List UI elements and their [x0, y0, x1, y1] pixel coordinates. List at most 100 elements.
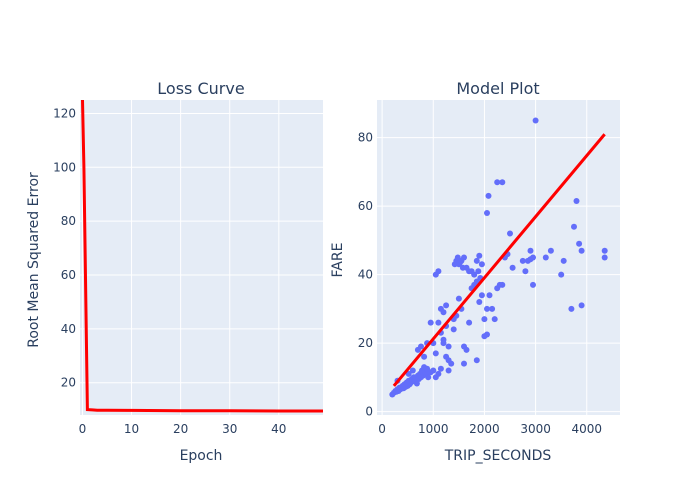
model-data-point — [532, 117, 539, 124]
model-data-point — [578, 302, 585, 309]
model-data-point — [484, 331, 490, 338]
model-y-tick-label: 0 — [365, 405, 373, 419]
loss-grid — [80, 100, 323, 415]
model-data-point — [485, 192, 492, 199]
model-data-point — [576, 240, 583, 247]
model-scatter-points — [389, 117, 608, 398]
model-data-point — [522, 268, 529, 275]
loss-y-tick-label: 100 — [53, 160, 76, 174]
model-data-point — [494, 179, 501, 186]
model-data-point — [437, 305, 444, 312]
loss-title: Loss Curve — [157, 79, 244, 98]
model-data-point — [430, 367, 437, 374]
model-data-point — [530, 254, 536, 261]
model-data-point — [473, 357, 480, 364]
model-data-point — [463, 346, 470, 353]
model-plot-background — [377, 100, 620, 415]
model-x-axis-title: TRIP_SECONDS — [444, 448, 552, 464]
model-data-point — [478, 292, 485, 299]
model-y-axis-title: FARE — [330, 243, 346, 278]
model-data-point — [435, 370, 442, 377]
model-data-point — [437, 365, 444, 372]
model-y-tick-label: 40 — [358, 268, 373, 282]
model-data-point — [461, 360, 467, 367]
model-data-point — [519, 257, 526, 264]
model-data-point — [455, 295, 462, 302]
loss-curve-subplot: 0 10 20 30 40 20 40 60 80 100 120 Loss Curve Epoc… — [26, 79, 323, 464]
model-x-tick-label: 3000 — [520, 422, 551, 436]
model-data-point — [507, 230, 513, 237]
model-data-point — [427, 319, 434, 326]
model-data-point — [601, 254, 608, 261]
loss-x-ticks: 0 10 20 30 40 — [79, 422, 287, 436]
model-data-point — [547, 247, 554, 254]
model-y-tick-label: 60 — [358, 199, 373, 213]
model-data-point — [445, 367, 452, 374]
model-fit-line — [392, 133, 606, 387]
model-data-point — [489, 305, 496, 312]
model-data-point — [481, 316, 488, 323]
model-data-point — [443, 353, 450, 360]
loss-series-line — [81, 99, 323, 413]
loss-plot-background — [80, 100, 323, 415]
loss-y-axis-title: Root Mean Squared Error — [26, 172, 42, 348]
model-data-point — [560, 257, 567, 264]
model-x-ticks: 0 1000 2000 3000 4000 — [378, 422, 602, 436]
loss-x-tick-label: 20 — [173, 422, 188, 436]
model-data-point — [542, 254, 549, 261]
model-data-point — [425, 374, 432, 381]
model-data-point — [476, 252, 483, 259]
model-data-point — [443, 302, 450, 309]
model-data-point — [476, 299, 483, 305]
model-data-point — [568, 305, 575, 312]
model-data-point — [435, 268, 442, 275]
loss-y-tick-label: 120 — [53, 106, 76, 120]
model-data-point — [571, 223, 577, 230]
model-data-point — [573, 198, 580, 204]
model-data-point — [461, 254, 467, 261]
model-data-point — [601, 247, 608, 254]
model-data-point — [491, 316, 498, 323]
loss-y-tick-label: 40 — [61, 322, 76, 336]
loss-x-tick-label: 10 — [124, 422, 139, 436]
model-data-point — [445, 343, 452, 350]
model-data-point — [440, 340, 447, 347]
model-data-point — [484, 210, 490, 216]
model-y-tick-label: 80 — [358, 131, 373, 145]
loss-y-ticks: 20 40 60 80 100 120 — [53, 106, 76, 389]
model-data-point — [421, 353, 428, 360]
model-data-point — [578, 247, 585, 254]
model-data-point — [558, 271, 565, 278]
model-data-point — [478, 261, 485, 268]
model-data-point — [509, 264, 516, 271]
model-data-point — [413, 380, 420, 387]
model-y-ticks: 0 20 40 60 80 — [358, 131, 373, 419]
model-data-point — [405, 370, 412, 377]
loss-y-tick-label: 20 — [61, 376, 76, 390]
model-data-point — [435, 319, 442, 326]
model-data-point — [499, 281, 506, 288]
model-data-point — [432, 350, 439, 357]
model-data-point — [530, 281, 536, 288]
loss-x-tick-label: 30 — [222, 422, 237, 436]
model-x-tick-label: 1000 — [418, 422, 449, 436]
loss-x-axis-title: Epoch — [180, 448, 223, 464]
model-plot-subplot: 0 1000 2000 3000 4000 0 20 40 60 80 Model Plot T… — [330, 79, 620, 464]
loss-y-tick-label: 60 — [61, 268, 76, 282]
model-data-point — [471, 271, 478, 278]
model-data-point — [475, 268, 482, 275]
model-data-point — [418, 343, 424, 350]
loss-x-tick-label: 40 — [271, 422, 286, 436]
model-data-point — [466, 319, 473, 326]
model-data-point — [473, 257, 480, 264]
model-x-tick-label: 0 — [378, 422, 386, 436]
model-data-point — [527, 247, 534, 254]
model-title: Model Plot — [456, 79, 539, 98]
model-grid — [377, 100, 620, 415]
model-data-point — [484, 305, 490, 312]
model-data-point — [499, 179, 506, 186]
model-y-tick-label: 20 — [358, 336, 373, 350]
model-x-tick-label: 2000 — [469, 422, 500, 436]
model-data-point — [450, 326, 457, 333]
